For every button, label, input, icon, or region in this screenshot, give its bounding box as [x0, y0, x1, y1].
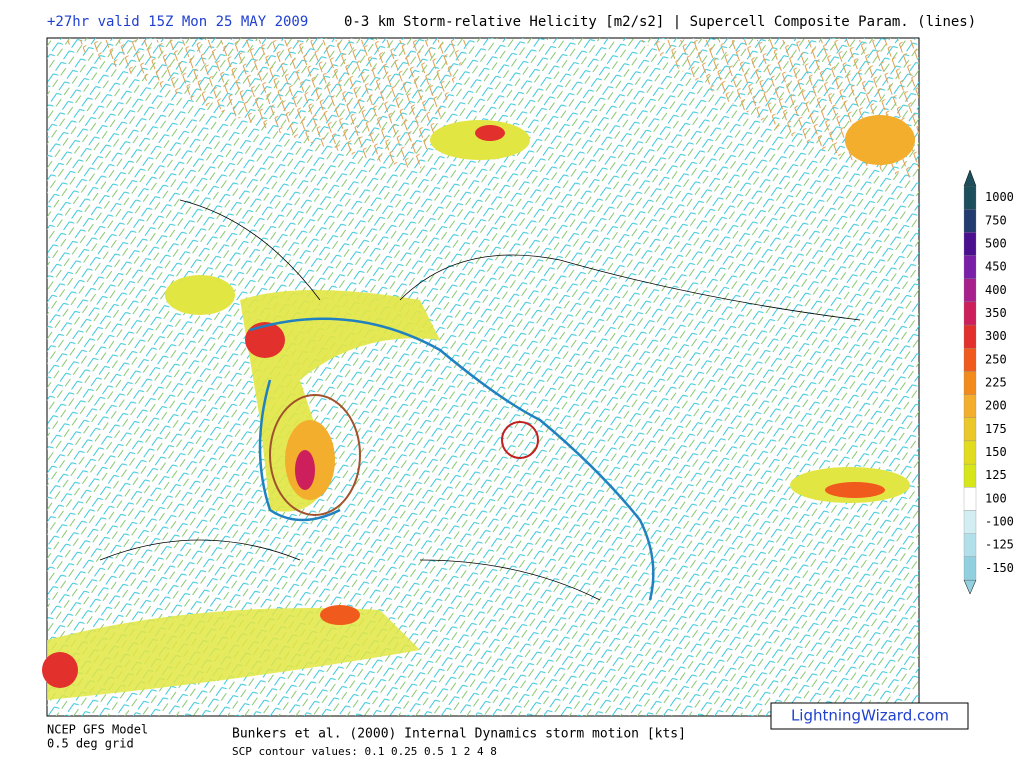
colorbar-swatch [963, 440, 977, 465]
helicity-shading [42, 652, 78, 688]
scp-contour [258, 379, 341, 522]
helicity-shading [825, 482, 885, 498]
colorbar-swatch [963, 324, 977, 349]
coastline [99, 199, 861, 601]
scp-contour [501, 421, 539, 459]
colorbar-swatch [963, 417, 977, 442]
colorbar-swatch [963, 556, 977, 581]
helicity-shading [295, 450, 315, 490]
colorbar-swatch [963, 278, 977, 303]
colorbar-label: 500 [985, 236, 1007, 250]
colorbar-label: 350 [985, 306, 1007, 320]
map-area [42, 37, 920, 717]
colorbar-label: 200 [985, 399, 1007, 413]
colorbar-swatch [963, 301, 977, 326]
colorbar-swatch [963, 371, 977, 395]
colorbar-label: 225 [985, 376, 1007, 390]
colorbar-label: 150 [985, 445, 1007, 459]
model-label: NCEP GFS Model [47, 723, 148, 737]
colorbar: 1000 750 500 450 400 350 300 250 225 200 175 150 125… [963, 169, 1014, 595]
colorbar-swatch [963, 463, 977, 488]
colorbar-swatch [963, 255, 977, 279]
colorbar-label: -150 [985, 561, 1014, 575]
credit: LightningWizard.com [791, 707, 949, 725]
colorbar-swatch [963, 348, 977, 372]
helicity-shading [245, 322, 285, 358]
colorbar-label: 300 [985, 329, 1007, 343]
colorbar-label: 400 [985, 283, 1007, 297]
contour-values-label: SCP contour values: 0.1 0.25 0.5 1 2 4 8 [232, 745, 497, 758]
colorbar-swatch [963, 232, 977, 256]
storm-motion-label: Bunkers et al. (2000) Internal Dynamics … [232, 727, 686, 742]
grid-label: 0.5 deg grid [47, 737, 134, 751]
helicity-shading [165, 275, 235, 315]
colorbar-swatch [963, 510, 977, 534]
colorbar-arrow [963, 579, 977, 595]
helicity-shading [475, 125, 505, 141]
helicity-shading [47, 608, 420, 700]
colorbar-label: 125 [985, 468, 1007, 482]
colorbar-label: 1000 [985, 190, 1014, 204]
colorbar-swatch [963, 533, 977, 557]
colorbar-swatch [963, 487, 977, 511]
colorbar-label: 175 [985, 422, 1007, 436]
helicity-shading [845, 115, 915, 165]
colorbar-swatch [963, 209, 977, 233]
colorbar-swatch [963, 394, 977, 418]
colorbar-label: 100 [985, 491, 1007, 505]
colorbar-arrow [963, 169, 977, 187]
wind-barbs-jet [60, 40, 470, 170]
colorbar-swatch [963, 185, 977, 210]
helicity-shading [320, 605, 360, 625]
credit-box [770, 702, 969, 730]
map-title: 0-3 km Storm-relative Helicity [m2/s2] |… [344, 14, 976, 30]
helicity-shading [430, 120, 530, 160]
colorbar-label: 250 [985, 352, 1007, 366]
run-label: +27hr valid 15Z Mon 25 MAY 2009 [47, 14, 308, 30]
scp-contour [249, 317, 655, 601]
scp-contour [269, 394, 361, 516]
colorbar-label: 450 [985, 260, 1007, 274]
colorbar-label: -125 [985, 538, 1014, 552]
colorbar-label: -100 [985, 515, 1014, 529]
colorbar-label: 750 [985, 213, 1007, 227]
